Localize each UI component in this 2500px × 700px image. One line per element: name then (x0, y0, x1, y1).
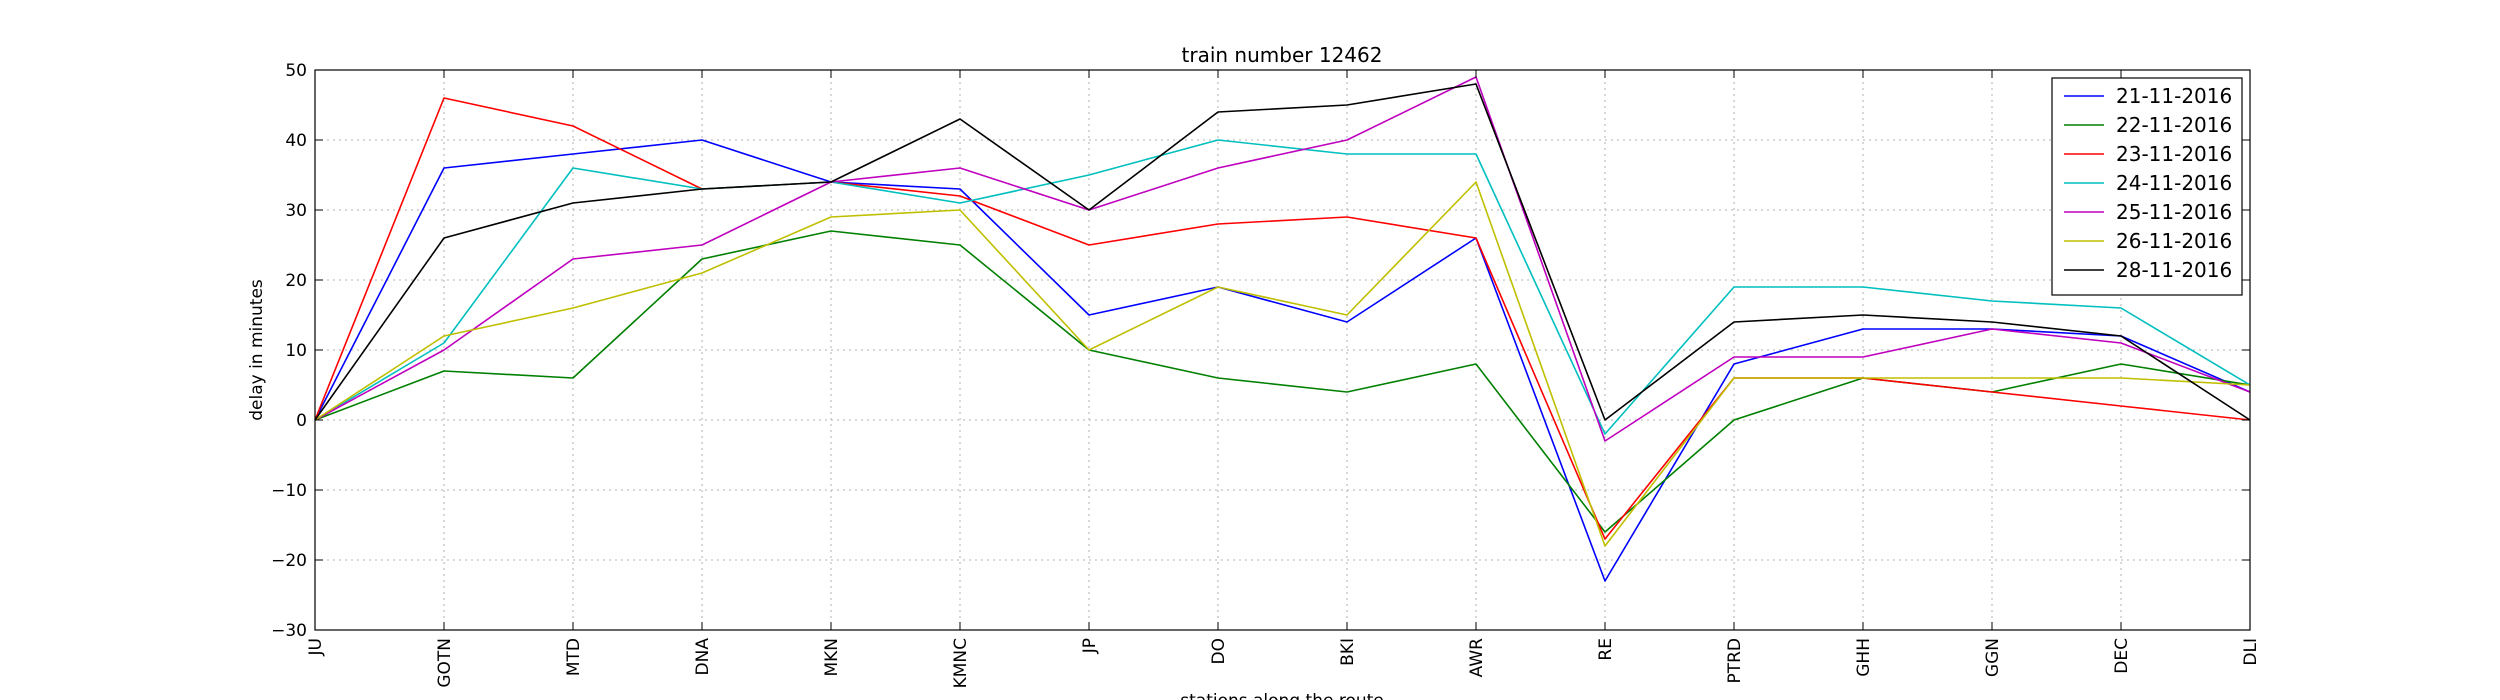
legend-entry: 22-11-2016 (2116, 113, 2232, 137)
x-tick-label: MKN (822, 638, 842, 677)
x-tick-label: KMNC (951, 638, 971, 688)
legend-entry: 25-11-2016 (2116, 200, 2232, 224)
y-tick-label: −10 (271, 481, 307, 501)
y-tick-label: 0 (296, 411, 307, 431)
series-line-23-11-2016 (314, 97, 2251, 540)
y-tick-label: 20 (285, 271, 307, 291)
y-tick-label: 50 (285, 61, 307, 81)
legend: 21-11-2016 22-11-2016 23-11-2016 24-11-2016… (2051, 77, 2243, 296)
series-line-24-11-2016 (314, 139, 2251, 435)
legend-entry: 24-11-2016 (2116, 171, 2232, 195)
x-tick-label: AWR (1467, 638, 1487, 678)
x-tick-label: JP (1080, 638, 1100, 654)
legend-box (2051, 77, 2243, 296)
x-tick-label: DEC (2112, 638, 2132, 674)
x-tick-label: MTD (564, 638, 584, 676)
x-tick-label: GHH (1854, 638, 1874, 677)
series-line-28-11-2016 (314, 83, 2251, 421)
x-tick-label: GGN (1983, 638, 2003, 677)
legend-entry: 26-11-2016 (2116, 229, 2232, 253)
x-tick-label: DNA (693, 638, 713, 676)
x-tick-label: DLI (2241, 638, 2261, 666)
y-tick-label: 10 (285, 341, 307, 361)
y-tick-label: 30 (285, 201, 307, 221)
series-line-21-11-2016 (314, 139, 2251, 582)
x-axis-label: stations along the route (1180, 691, 1384, 700)
chart-title: train number 12462 (1182, 43, 1383, 67)
y-tick-label: −30 (271, 621, 307, 641)
x-tick-label: GOTN (435, 638, 455, 688)
series-lines (314, 76, 2251, 582)
x-tick-label: PTRD (1725, 638, 1745, 684)
y-tick-label: −20 (271, 551, 307, 571)
series-line-22-11-2016 (314, 230, 2251, 533)
y-axis: −30 −20 −10 0 10 20 30 40 50 (271, 61, 2250, 641)
y-tick-label: 40 (285, 131, 307, 151)
x-tick-label: DO (1209, 638, 1229, 664)
legend-entry: 23-11-2016 (2116, 142, 2232, 166)
x-tick-label: RE (1596, 638, 1616, 661)
x-tick-label: JU (306, 638, 326, 656)
series-line-26-11-2016 (314, 181, 2251, 547)
legend-entry: 21-11-2016 (2116, 84, 2232, 108)
x-tick-label: BKI (1338, 638, 1358, 666)
x-axis: JU GOTN MTD DNA MKN KMNC JP DO BKI AWR RE PTRD GHH GG… (306, 70, 2261, 688)
series-line-25-11-2016 (314, 76, 2251, 442)
y-axis-label: delay in minutes (247, 279, 267, 421)
legend-entry: 28-11-2016 (2116, 258, 2232, 282)
